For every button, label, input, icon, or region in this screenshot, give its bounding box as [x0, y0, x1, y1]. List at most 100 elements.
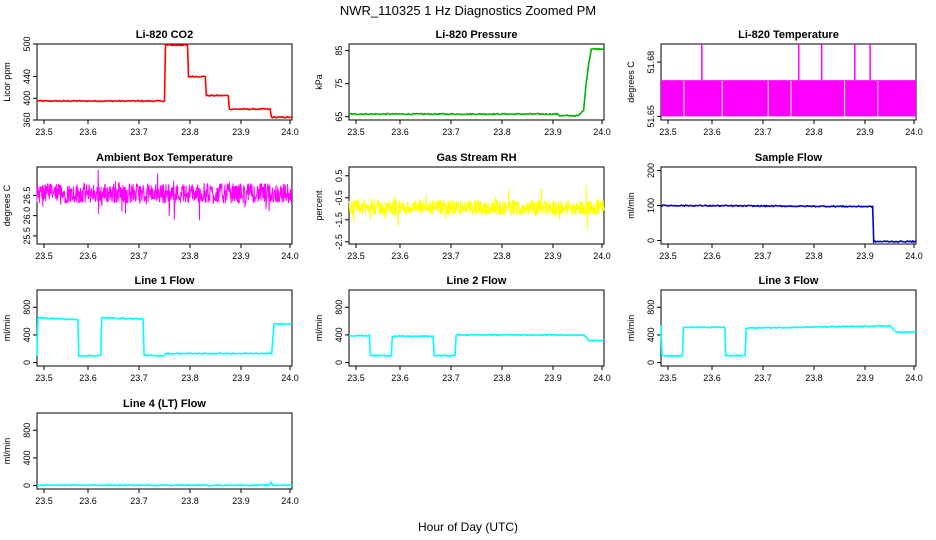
x-tick-label: 23.6 [391, 373, 409, 383]
x-tick-label: 23.7 [442, 127, 460, 137]
panel-grid: Li-820 CO2 23.5 23.6 23.7 23.8 23.9 24.0 360 400… [2, 29, 923, 506]
y-tick-label: 51.65 [646, 105, 656, 128]
plot-frame [348, 43, 605, 121]
y-tick-label: 200 [646, 163, 656, 178]
series-line [348, 47, 605, 118]
x-tick-label: 23.7 [130, 251, 148, 261]
x-tick-label: 23.6 [703, 251, 721, 261]
panel-3: Li-820 Temperature 23.5 23.6 23.7 23.8 23.9 24… [626, 29, 923, 137]
y-tick-label: -1.5 [334, 212, 344, 228]
x-tick-label: 24.0 [905, 127, 923, 137]
x-tick-label: 23.8 [493, 127, 511, 137]
panel-4: Ambient Box Temperature 23.5 23.6 23.7 23.8 2… [2, 152, 299, 261]
y-axis-label: percent [314, 190, 324, 221]
series-line [660, 324, 917, 358]
x-tick-label: 23.8 [181, 496, 199, 506]
series-line [348, 333, 605, 358]
x-tick-label: 23.6 [703, 127, 721, 137]
y-tick-label: 800 [334, 300, 344, 315]
y-tick-label: 0 [334, 360, 344, 365]
x-tick-label: 23.9 [232, 373, 250, 383]
x-tick-label: 23.7 [754, 373, 772, 383]
panel-title: Gas Stream RH [436, 152, 516, 164]
x-tick-label: 23.6 [79, 373, 97, 383]
x-tick-label: 23.6 [391, 251, 409, 261]
x-tick-label: 23.9 [232, 251, 250, 261]
x-tick-label: 23.5 [35, 251, 53, 261]
y-tick-label: 800 [22, 423, 32, 438]
x-tick-label: 23.8 [181, 251, 199, 261]
y-tick-label: 400 [334, 327, 344, 342]
y-tick-label: 26.0 [22, 207, 32, 225]
x-tick-label: 23.7 [442, 373, 460, 383]
panel-10: Line 4 (LT) Flow 23.5 23.6 23.7 23.8 23.9 24.0… [2, 398, 299, 506]
x-axis-label: Hour of Day (UTC) [418, 520, 518, 534]
x-tick-label: 23.8 [181, 127, 199, 137]
y-tick-label: 360 [22, 112, 32, 127]
x-tick-label: 23.7 [754, 251, 772, 261]
y-tick-label: 26.5 [22, 187, 32, 205]
y-tick-label: 0 [22, 360, 32, 365]
x-tick-label: 23.6 [79, 127, 97, 137]
series-line [36, 316, 293, 358]
x-tick-label: 23.6 [703, 373, 721, 383]
x-tick-label: 24.0 [281, 496, 299, 506]
plot-frame [36, 43, 293, 121]
x-tick-label: 23.8 [493, 373, 511, 383]
series-line [660, 204, 917, 244]
x-tick-label: 23.9 [232, 127, 250, 137]
y-tick-label: 400 [22, 327, 32, 342]
panel-8: Line 2 Flow 23.5 23.6 23.7 23.8 23.9 24.0 0 400 8… [314, 275, 611, 383]
panel-title: Sample Flow [755, 152, 823, 164]
x-tick-label: 23.9 [544, 127, 562, 137]
y-tick-label: 500 [22, 36, 32, 51]
x-tick-label: 24.0 [905, 251, 923, 261]
x-tick-label: 24.0 [593, 373, 611, 383]
x-tick-label: 23.9 [232, 496, 250, 506]
y-axis-label: kPa [314, 74, 324, 90]
x-tick-label: 24.0 [593, 127, 611, 137]
panel-6: Sample Flow 23.5 23.6 23.7 23.8 23.9 24.0 0 100 2… [626, 152, 923, 261]
y-axis-label: degrees C [626, 61, 636, 103]
x-tick-label: 24.0 [905, 373, 923, 383]
panel-2: Li-820 Pressure 23.5 23.6 23.7 23.8 23.9 24.0 6… [314, 29, 611, 137]
x-tick-label: 24.0 [281, 373, 299, 383]
x-tick-label: 23.8 [805, 127, 823, 137]
panel-5: Gas Stream RH 23.5 23.6 23.7 23.8 23.9 24.0 -2.… [314, 152, 611, 261]
series-band [661, 80, 916, 117]
x-tick-label: 23.5 [659, 373, 677, 383]
x-tick-label: 23.5 [347, 127, 365, 137]
y-tick-label: 400 [646, 327, 656, 342]
panel-title: Line 2 Flow [447, 275, 507, 287]
x-tick-label: 24.0 [281, 251, 299, 261]
panel-title: Li-820 Temperature [738, 29, 839, 41]
y-axis-label: ml/min [626, 192, 636, 219]
panel-title: Line 3 Flow [759, 275, 819, 287]
panel-title: Li-820 Pressure [436, 29, 518, 41]
y-tick-label: -0.5 [334, 190, 344, 206]
y-tick-label: 800 [22, 300, 32, 315]
plot-frame [348, 289, 605, 367]
series-line [37, 480, 293, 487]
x-tick-label: 23.6 [79, 251, 97, 261]
y-tick-label: 25.5 [22, 227, 32, 245]
y-axis-label: ml/min [626, 315, 636, 342]
x-tick-label: 23.8 [493, 251, 511, 261]
x-tick-label: 23.9 [544, 251, 562, 261]
x-tick-label: 23.9 [856, 251, 874, 261]
figure-title: NWR_110325 1 Hz Diagnostics Zoomed PM [340, 3, 596, 18]
y-tick-label: 400 [22, 450, 32, 465]
x-tick-label: 23.8 [805, 373, 823, 383]
x-tick-label: 23.8 [805, 251, 823, 261]
y-tick-label: 51.68 [646, 51, 656, 74]
panel-title: Li-820 CO2 [136, 29, 193, 41]
y-tick-label: 100 [646, 198, 656, 213]
x-tick-label: 23.5 [35, 373, 53, 383]
x-tick-label: 23.6 [79, 496, 97, 506]
x-tick-label: 23.5 [347, 251, 365, 261]
panel-title: Ambient Box Temperature [96, 152, 233, 164]
y-axis-label: ml/min [2, 315, 12, 342]
y-tick-label: 0 [22, 483, 32, 488]
y-axis-label: ml/min [314, 315, 324, 342]
panel-title: Line 4 (LT) Flow [123, 398, 206, 410]
